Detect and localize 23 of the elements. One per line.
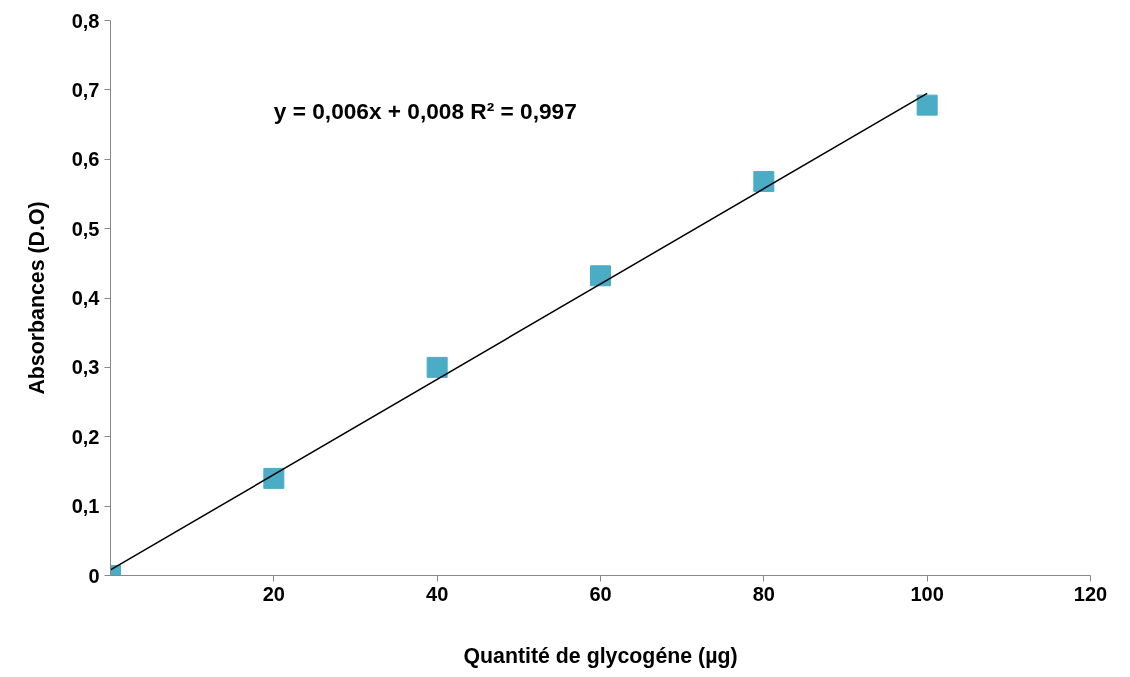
y-tick-label: 0,6: [71, 148, 100, 171]
x-tick-label: 40: [426, 582, 449, 605]
x-tick-label: 20: [262, 582, 285, 605]
y-tick-label: 0,5: [71, 217, 100, 240]
y-tick-label: 0,3: [71, 356, 100, 379]
x-axis-title: Quantité de glycogéne (µg): [463, 643, 738, 668]
x-tick-label: 100: [910, 582, 944, 605]
x-tick-label: 80: [752, 582, 775, 605]
y-tick-label: 0,2: [71, 425, 100, 448]
y-tick-label: 0,8: [71, 9, 100, 32]
point: [426, 356, 448, 378]
annotation: y = 0,006x + 0,008 R² = 0,997: [273, 97, 577, 124]
y-axis-title: Absorbances (D.O): [24, 201, 49, 395]
x-tick-label: 120: [1073, 582, 1108, 605]
y-tick-label: 0,1: [71, 495, 100, 518]
point: [590, 265, 611, 287]
y-tick-label: 0: [88, 564, 100, 587]
point: [916, 94, 938, 116]
y-tick-label: 0,7: [71, 78, 100, 101]
x-tick-label: 60: [589, 582, 612, 605]
point: [263, 467, 285, 489]
y-tick-label: 0,4: [71, 287, 101, 309]
point: [753, 170, 775, 192]
